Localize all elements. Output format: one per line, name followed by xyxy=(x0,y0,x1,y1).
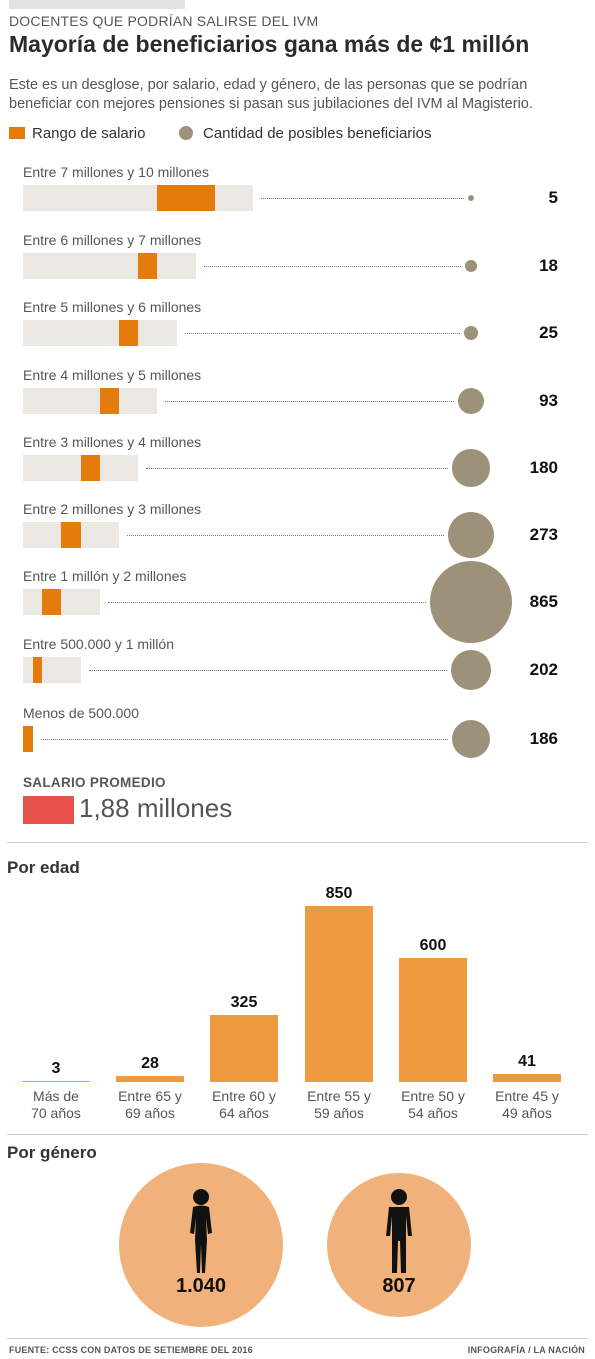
salary-range-bar xyxy=(138,253,158,279)
kicker: DOCENTES QUE PODRÍAN SALIRSE DEL IVM xyxy=(9,13,319,29)
beneficiaries-count: 25 xyxy=(539,323,558,342)
beneficiaries-bubble xyxy=(447,511,495,559)
salary-row-label: Entre 1 millón y 2 millones xyxy=(23,568,187,584)
age-bar-value: 600 xyxy=(419,936,447,954)
age-bar xyxy=(399,957,467,1082)
age-section-title: Por edad xyxy=(7,858,80,877)
salary-row-label: Entre 500.000 y 1 millón xyxy=(23,636,174,652)
salary-leader-line xyxy=(165,401,454,402)
beneficiaries-bubble xyxy=(465,260,477,272)
salary-leader-line xyxy=(184,333,461,334)
age-category-label: Entre 60 y 64 años xyxy=(212,1088,276,1121)
salary-row-label: Entre 6 millones y 7 millones xyxy=(23,232,202,248)
salary-range-bar xyxy=(99,388,119,414)
age-category-label: Entre 45 y 49 años xyxy=(495,1088,559,1121)
beneficiaries-bubble xyxy=(451,650,491,690)
gender-section-title: Por género xyxy=(7,1143,97,1162)
intro-text: Este es un desglose, por salario, edad y… xyxy=(9,77,533,112)
age-bar xyxy=(210,1014,278,1082)
age-bar xyxy=(305,906,373,1082)
age-bar-value: 41 xyxy=(518,1052,536,1070)
salary-range-bar xyxy=(119,320,139,346)
salary-leader-line xyxy=(146,468,449,469)
beneficiaries-bubble xyxy=(430,561,512,643)
beneficiaries-count: 93 xyxy=(539,391,558,410)
age-bar xyxy=(116,1076,184,1082)
salary-leader-line xyxy=(203,266,462,267)
divider-age xyxy=(7,842,588,843)
beneficiaries-bubble xyxy=(457,387,485,415)
divider-gender xyxy=(7,1134,588,1135)
beneficiaries-count: 186 xyxy=(529,729,558,748)
salary-leader-line xyxy=(261,198,464,199)
salary-row-label: Entre 2 millones y 3 millones xyxy=(23,501,202,517)
beneficiaries-bubble xyxy=(452,449,490,487)
average-salary-label: SALARIO PROMEDIO xyxy=(23,775,166,790)
beneficiaries-count: 202 xyxy=(529,660,558,679)
salary-range-bar xyxy=(23,726,33,752)
top-bar xyxy=(9,0,185,9)
beneficiaries-count: 865 xyxy=(529,592,558,611)
age-bar xyxy=(22,1080,90,1082)
salary-range-bar xyxy=(80,455,100,481)
divider-footer xyxy=(7,1338,588,1339)
salary-row-label: Menos de 500.000 xyxy=(23,705,139,721)
beneficiaries-count: 18 xyxy=(539,256,558,275)
salary-row-label: Entre 7 millones y 10 millones xyxy=(23,164,209,180)
legend-beneficiaries-label: Cantidad de posibles beneficiarios xyxy=(203,125,432,142)
page-title: Mayoría de beneficiarios gana más de ¢1 … xyxy=(9,31,530,57)
salary-bar-background xyxy=(23,388,158,414)
age-bar-value: 850 xyxy=(325,885,353,902)
salary-range-bar xyxy=(42,589,62,615)
gender-count: 1.040 xyxy=(175,1275,227,1297)
age-category-label: Más de 70 años xyxy=(31,1088,81,1121)
salary-row-label: Entre 3 millones y 4 millones xyxy=(23,434,202,450)
salary-row-label: Entre 4 millones y 5 millones xyxy=(23,367,202,383)
salary-bar-background xyxy=(23,320,177,346)
legend-salary-swatch xyxy=(9,127,25,139)
salary-bar-background xyxy=(23,185,254,211)
legend-bubble-swatch xyxy=(179,126,193,140)
beneficiaries-count: 180 xyxy=(529,458,558,477)
beneficiaries-bubble xyxy=(464,326,478,340)
age-bar-value: 3 xyxy=(51,1059,61,1077)
average-salary-swatch xyxy=(23,796,74,824)
age-bar-value: 28 xyxy=(141,1055,159,1073)
age-category-label: Entre 50 y 54 años xyxy=(401,1088,465,1121)
legend-beneficiaries: Cantidad de posibles beneficiarios xyxy=(179,125,431,142)
salary-leader-line xyxy=(88,670,448,671)
salary-range-bar xyxy=(61,522,81,548)
legend-salary-label: Rango de salario xyxy=(32,125,146,142)
beneficiaries-bubble xyxy=(451,719,490,758)
male-icon xyxy=(382,1188,416,1274)
beneficiaries-count: 273 xyxy=(529,525,558,544)
age-category-label: Entre 65 y 69 años xyxy=(118,1088,182,1121)
average-salary-value: 1,88 millones xyxy=(79,793,233,823)
salary-range-bar xyxy=(157,185,215,211)
age-bar-value: 325 xyxy=(230,993,258,1011)
beneficiaries-count: 5 xyxy=(548,188,558,207)
legend-salary-range: Rango de salario xyxy=(9,125,145,142)
source-note: FUENTE: CCSS CON DATOS DE SETIEMBRE DEL … xyxy=(9,1345,253,1355)
age-category-label: Entre 55 y 59 años xyxy=(307,1088,371,1121)
female-icon xyxy=(184,1188,218,1274)
salary-bar-background xyxy=(23,589,100,615)
salary-leader-line xyxy=(40,739,448,740)
salary-row-label: Entre 5 millones y 6 millones xyxy=(23,299,202,315)
salary-range-bar xyxy=(32,657,43,683)
salary-bar-background xyxy=(23,253,196,279)
age-bar xyxy=(493,1073,561,1082)
salary-leader-line xyxy=(107,602,426,603)
gender-count: 807 xyxy=(382,1275,416,1297)
credit-note: INFOGRAFÍA / LA NACIÓN xyxy=(467,1345,585,1355)
beneficiaries-bubble xyxy=(467,194,475,202)
salary-leader-line xyxy=(127,535,444,536)
